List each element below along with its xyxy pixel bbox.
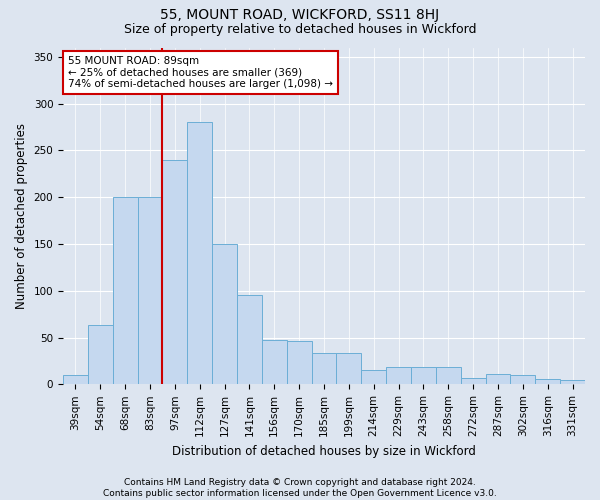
- Text: 55, MOUNT ROAD, WICKFORD, SS11 8HJ: 55, MOUNT ROAD, WICKFORD, SS11 8HJ: [160, 8, 440, 22]
- Bar: [411, 368, 436, 384]
- Bar: [137, 197, 163, 384]
- Bar: [163, 160, 187, 384]
- Text: Size of property relative to detached houses in Wickford: Size of property relative to detached ho…: [124, 22, 476, 36]
- Bar: [187, 122, 212, 384]
- Bar: [337, 354, 361, 384]
- Text: Contains HM Land Registry data © Crown copyright and database right 2024.
Contai: Contains HM Land Registry data © Crown c…: [103, 478, 497, 498]
- Bar: [237, 296, 262, 384]
- Y-axis label: Number of detached properties: Number of detached properties: [15, 123, 28, 309]
- Bar: [311, 354, 337, 384]
- Bar: [436, 368, 461, 384]
- Bar: [361, 370, 386, 384]
- Bar: [461, 378, 485, 384]
- Bar: [535, 378, 560, 384]
- Bar: [511, 375, 535, 384]
- Bar: [63, 375, 88, 384]
- X-axis label: Distribution of detached houses by size in Wickford: Distribution of detached houses by size …: [172, 444, 476, 458]
- Bar: [88, 326, 113, 384]
- Text: 55 MOUNT ROAD: 89sqm
← 25% of detached houses are smaller (369)
74% of semi-deta: 55 MOUNT ROAD: 89sqm ← 25% of detached h…: [68, 56, 333, 89]
- Bar: [262, 340, 287, 384]
- Bar: [386, 368, 411, 384]
- Bar: [485, 374, 511, 384]
- Bar: [212, 244, 237, 384]
- Bar: [560, 380, 585, 384]
- Bar: [113, 197, 137, 384]
- Bar: [287, 342, 311, 384]
